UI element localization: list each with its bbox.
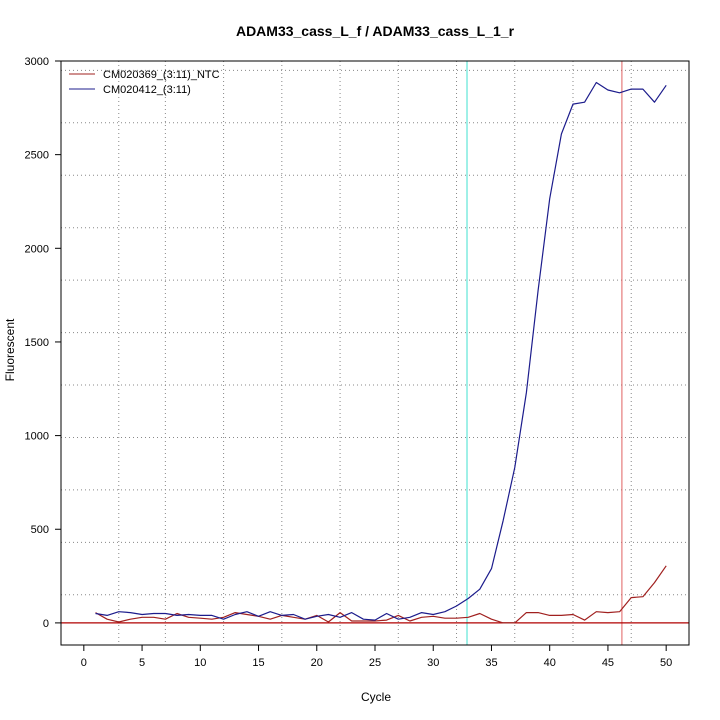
grid <box>61 61 689 645</box>
series-lines <box>95 81 667 624</box>
x-axis: 0 5 10 15 20 25 30 35 40 45 50 <box>81 645 672 669</box>
x-tick-label: 40 <box>544 657 556 669</box>
x-tick-label: 5 <box>139 657 145 669</box>
x-tick-label: 50 <box>660 657 672 669</box>
x-tick-label: 0 <box>81 657 87 669</box>
y-tick-label: 1500 <box>25 337 49 349</box>
x-tick-label: 25 <box>369 657 381 669</box>
y-axis-label: Fluorescent <box>3 318 17 381</box>
x-tick-label: 35 <box>485 657 497 669</box>
x-tick-label: 10 <box>194 657 206 669</box>
y-tick-label: 1000 <box>25 431 49 443</box>
series-line-ntc <box>95 565 667 624</box>
reference-lines <box>61 61 689 645</box>
chart-title: ADAM33_cass_L_f / ADAM33_cass_L_1_r <box>236 23 515 39</box>
y-tick-label: 3000 <box>25 56 49 68</box>
series-line-sample <box>95 81 667 621</box>
y-tick-label: 500 <box>31 524 49 536</box>
legend: CM020369_(3:11)_NTC CM020412_(3:11) <box>69 69 220 96</box>
legend-label-ntc: CM020369_(3:11)_NTC <box>103 69 220 81</box>
y-axis: 0 500 1000 1500 2000 2500 3000 <box>25 56 61 630</box>
x-tick-label: 45 <box>602 657 614 669</box>
x-tick-label: 20 <box>311 657 323 669</box>
x-tick-label: 15 <box>252 657 264 669</box>
plot-frame <box>60 60 690 646</box>
legend-label-sample: CM020412_(3:11) <box>103 84 191 96</box>
x-axis-label: Cycle <box>361 690 391 704</box>
y-tick-label: 2000 <box>25 243 49 255</box>
y-tick-label: 2500 <box>25 150 49 162</box>
y-tick-label: 0 <box>43 618 49 630</box>
x-tick-label: 30 <box>427 657 439 669</box>
